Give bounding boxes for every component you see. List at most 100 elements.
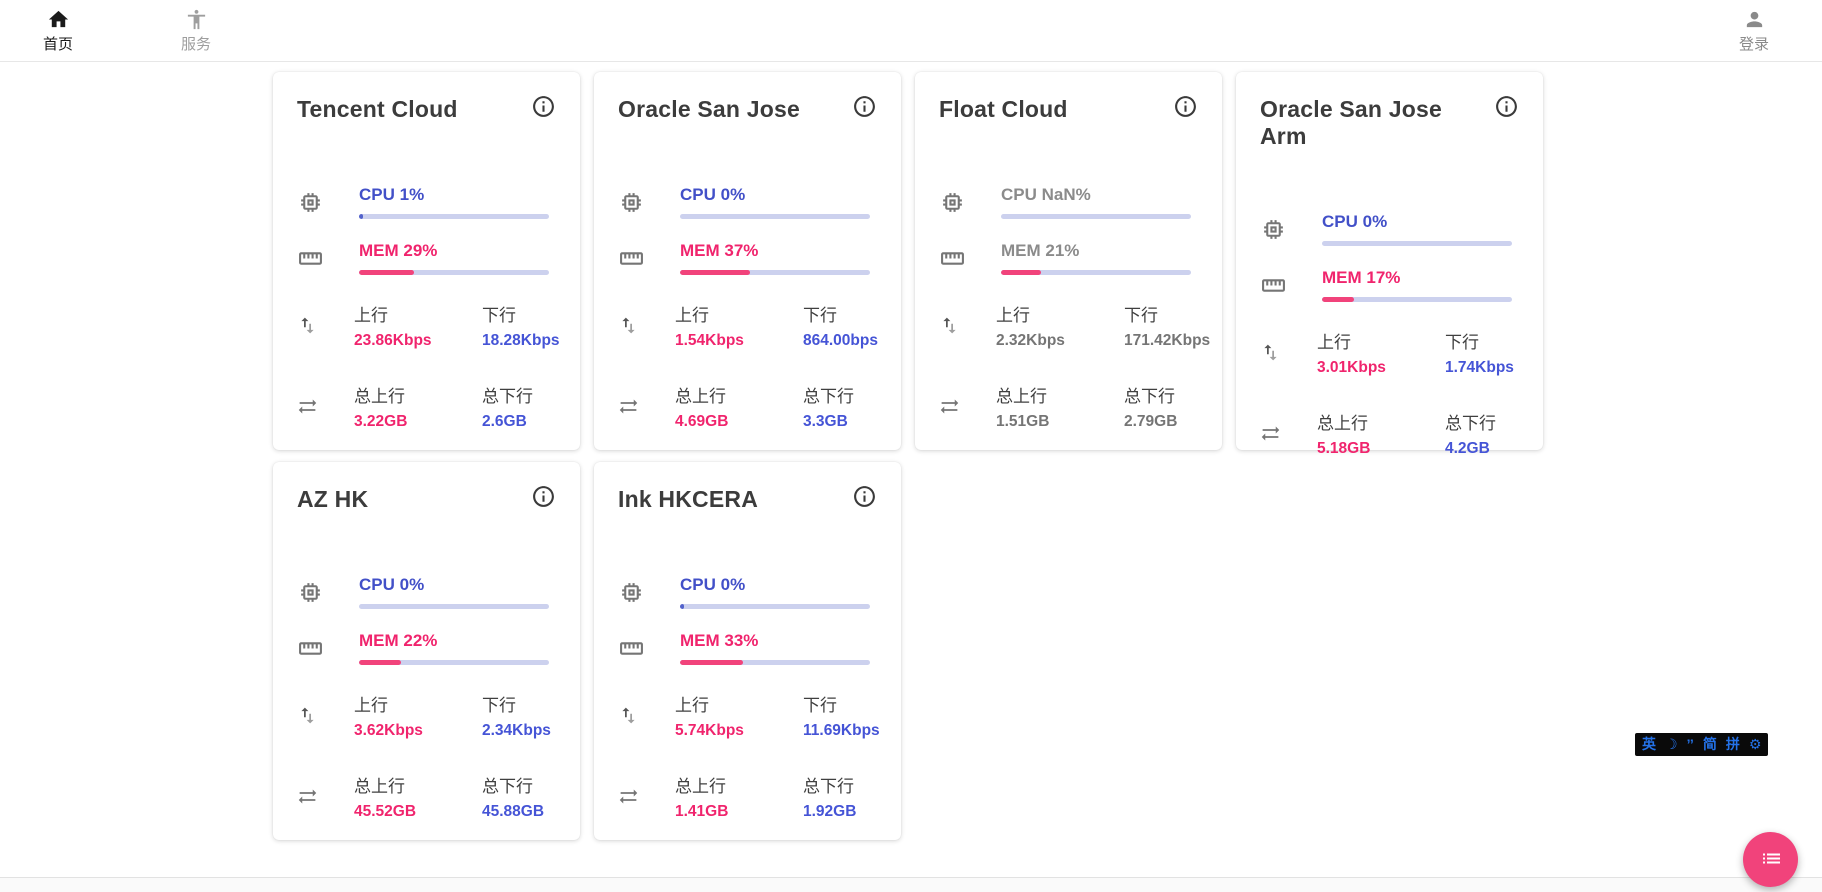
upload-label: 上行	[354, 306, 388, 325]
network-speed-row: 上行 3.62Kbps 下行 2.34Kbps	[297, 691, 554, 740]
server-title: Tencent Cloud	[297, 96, 458, 122]
cpu-progressbar	[680, 604, 870, 609]
network-total-row: 总上行 45.52GB 总下行 45.88GB	[297, 772, 554, 821]
upload-label: 上行	[1317, 333, 1351, 352]
total-download-value: 4.2GB	[1445, 440, 1490, 457]
card-stats: CPU 0% MEM 37%	[618, 185, 878, 431]
total-upload-value: 5.18GB	[1317, 440, 1371, 457]
server-title: Oracle San Jose Arm	[1260, 96, 1442, 149]
cpu-label: CPU 1%	[359, 185, 425, 204]
info-icon[interactable]	[531, 484, 556, 509]
cpu-label: CPU 0%	[359, 575, 425, 594]
ime-lang-toggle[interactable]: 英	[1642, 736, 1656, 752]
cpu-chip-icon	[297, 580, 323, 605]
download-label: 下行	[482, 696, 516, 715]
ruler-icon	[297, 246, 323, 271]
mem-row: MEM 17%	[1260, 268, 1517, 302]
network-speed-row: 上行 23.86Kbps 下行 18.28Kbps	[297, 301, 560, 350]
ime-pinyin-toggle[interactable]: 拼	[1725, 736, 1740, 752]
info-icon[interactable]	[852, 94, 877, 119]
ime-punctuation-toggle[interactable]: ’’	[1686, 736, 1694, 752]
download-value: 11.69Kbps	[803, 722, 880, 739]
card-header: Oracle San Jose Arm	[1260, 96, 1517, 150]
cpu-row: CPU 0%	[1260, 212, 1517, 246]
total-download-label: 总下行	[482, 387, 533, 406]
ime-moon-icon[interactable]: ☽	[1665, 736, 1678, 752]
mem-row: MEM 29%	[297, 241, 554, 275]
mem-progressbar	[680, 660, 870, 665]
home-icon	[47, 7, 70, 31]
upload-value: 2.32Kbps	[996, 332, 1065, 349]
info-icon[interactable]	[531, 94, 556, 119]
swap-horizontal-icon	[618, 396, 639, 417]
mem-progressbar	[680, 270, 870, 275]
cpu-chip-icon	[618, 580, 644, 605]
card-header: Oracle San Jose	[618, 96, 875, 123]
cpu-chip-icon	[939, 190, 965, 215]
nav-item-login[interactable]: 登录	[1730, 7, 1778, 54]
swap-horizontal-icon	[939, 396, 960, 417]
mem-label: MEM 37%	[680, 241, 759, 260]
mem-label: MEM 29%	[359, 241, 438, 260]
nav-item-home[interactable]: 首页	[34, 7, 82, 54]
cpu-progressbar	[359, 214, 549, 219]
ime-toolbar: 英 ☽ ’’ 简 拼 ⚙	[1635, 733, 1769, 756]
download-value: 864.00bps	[803, 332, 878, 349]
server-title: Ink HKCERA	[618, 486, 759, 512]
server-card: Float Cloud CPU NaN%	[915, 72, 1222, 450]
total-download-label: 总下行	[1124, 387, 1175, 406]
cpu-chip-icon	[1260, 217, 1286, 242]
total-upload-label: 总上行	[1317, 414, 1368, 433]
mem-progress-fill	[1001, 270, 1041, 275]
server-card: AZ HK CPU 0%	[273, 462, 580, 840]
nav-item-services[interactable]: 服务	[172, 7, 220, 54]
server-cards-grid: Tencent Cloud CPU 1%	[273, 72, 1573, 840]
network-total-row: 总上行 1.51GB 总下行 2.79GB	[939, 382, 1196, 431]
upload-value: 3.62Kbps	[354, 722, 423, 739]
cpu-progressbar	[359, 604, 549, 609]
total-upload-label: 总上行	[354, 777, 405, 796]
accessibility-icon	[185, 7, 208, 31]
info-icon[interactable]	[1173, 94, 1198, 119]
ime-settings-gear-icon[interactable]: ⚙	[1748, 736, 1762, 752]
card-stats: CPU 0% MEM 22%	[297, 575, 554, 821]
card-stats: CPU NaN% MEM 21%	[939, 185, 1210, 431]
top-nav: 首页 服务 登录	[0, 0, 1822, 62]
total-upload-value: 45.52GB	[354, 803, 417, 820]
cpu-progressbar	[680, 214, 870, 219]
swap-horizontal-icon	[297, 396, 318, 417]
info-icon[interactable]	[852, 484, 877, 509]
server-title: Float Cloud	[939, 96, 1068, 122]
cpu-chip-icon	[297, 190, 323, 215]
server-title: Oracle San Jose	[618, 96, 800, 122]
mem-progressbar	[359, 270, 549, 275]
mem-progressbar	[1001, 270, 1191, 275]
upload-value: 5.74Kbps	[675, 722, 744, 739]
footer-divider	[0, 877, 1822, 892]
ime-simplified-toggle[interactable]: 简	[1702, 736, 1717, 752]
upload-label: 上行	[675, 696, 709, 715]
total-download-label: 总下行	[482, 777, 533, 796]
server-list-fab[interactable]	[1743, 832, 1798, 887]
info-icon[interactable]	[1494, 94, 1519, 119]
cpu-label: CPU 0%	[1322, 212, 1388, 231]
total-upload-value: 1.51GB	[996, 413, 1050, 430]
cpu-row: CPU 1%	[297, 185, 554, 219]
total-download-label: 总下行	[803, 777, 854, 796]
cpu-label: CPU 0%	[680, 575, 746, 594]
total-upload-label: 总上行	[675, 777, 726, 796]
swap-vertical-icon	[297, 315, 318, 336]
total-upload-value: 1.41GB	[675, 803, 729, 820]
cpu-chip-icon	[618, 190, 644, 215]
card-stats: CPU 1% MEM 29%	[297, 185, 560, 431]
upload-label: 上行	[354, 696, 388, 715]
ruler-icon	[618, 246, 644, 271]
swap-horizontal-icon	[297, 786, 318, 807]
mem-label: MEM 22%	[359, 631, 438, 650]
person-icon	[1743, 7, 1766, 31]
dashboard-main: Tencent Cloud CPU 1%	[0, 72, 1822, 840]
download-label: 下行	[803, 306, 837, 325]
network-total-row: 总上行 4.69GB 总下行 3.3GB	[618, 382, 875, 431]
card-header: AZ HK	[297, 486, 554, 513]
network-total-row: 总上行 1.41GB 总下行 1.92GB	[618, 772, 875, 821]
